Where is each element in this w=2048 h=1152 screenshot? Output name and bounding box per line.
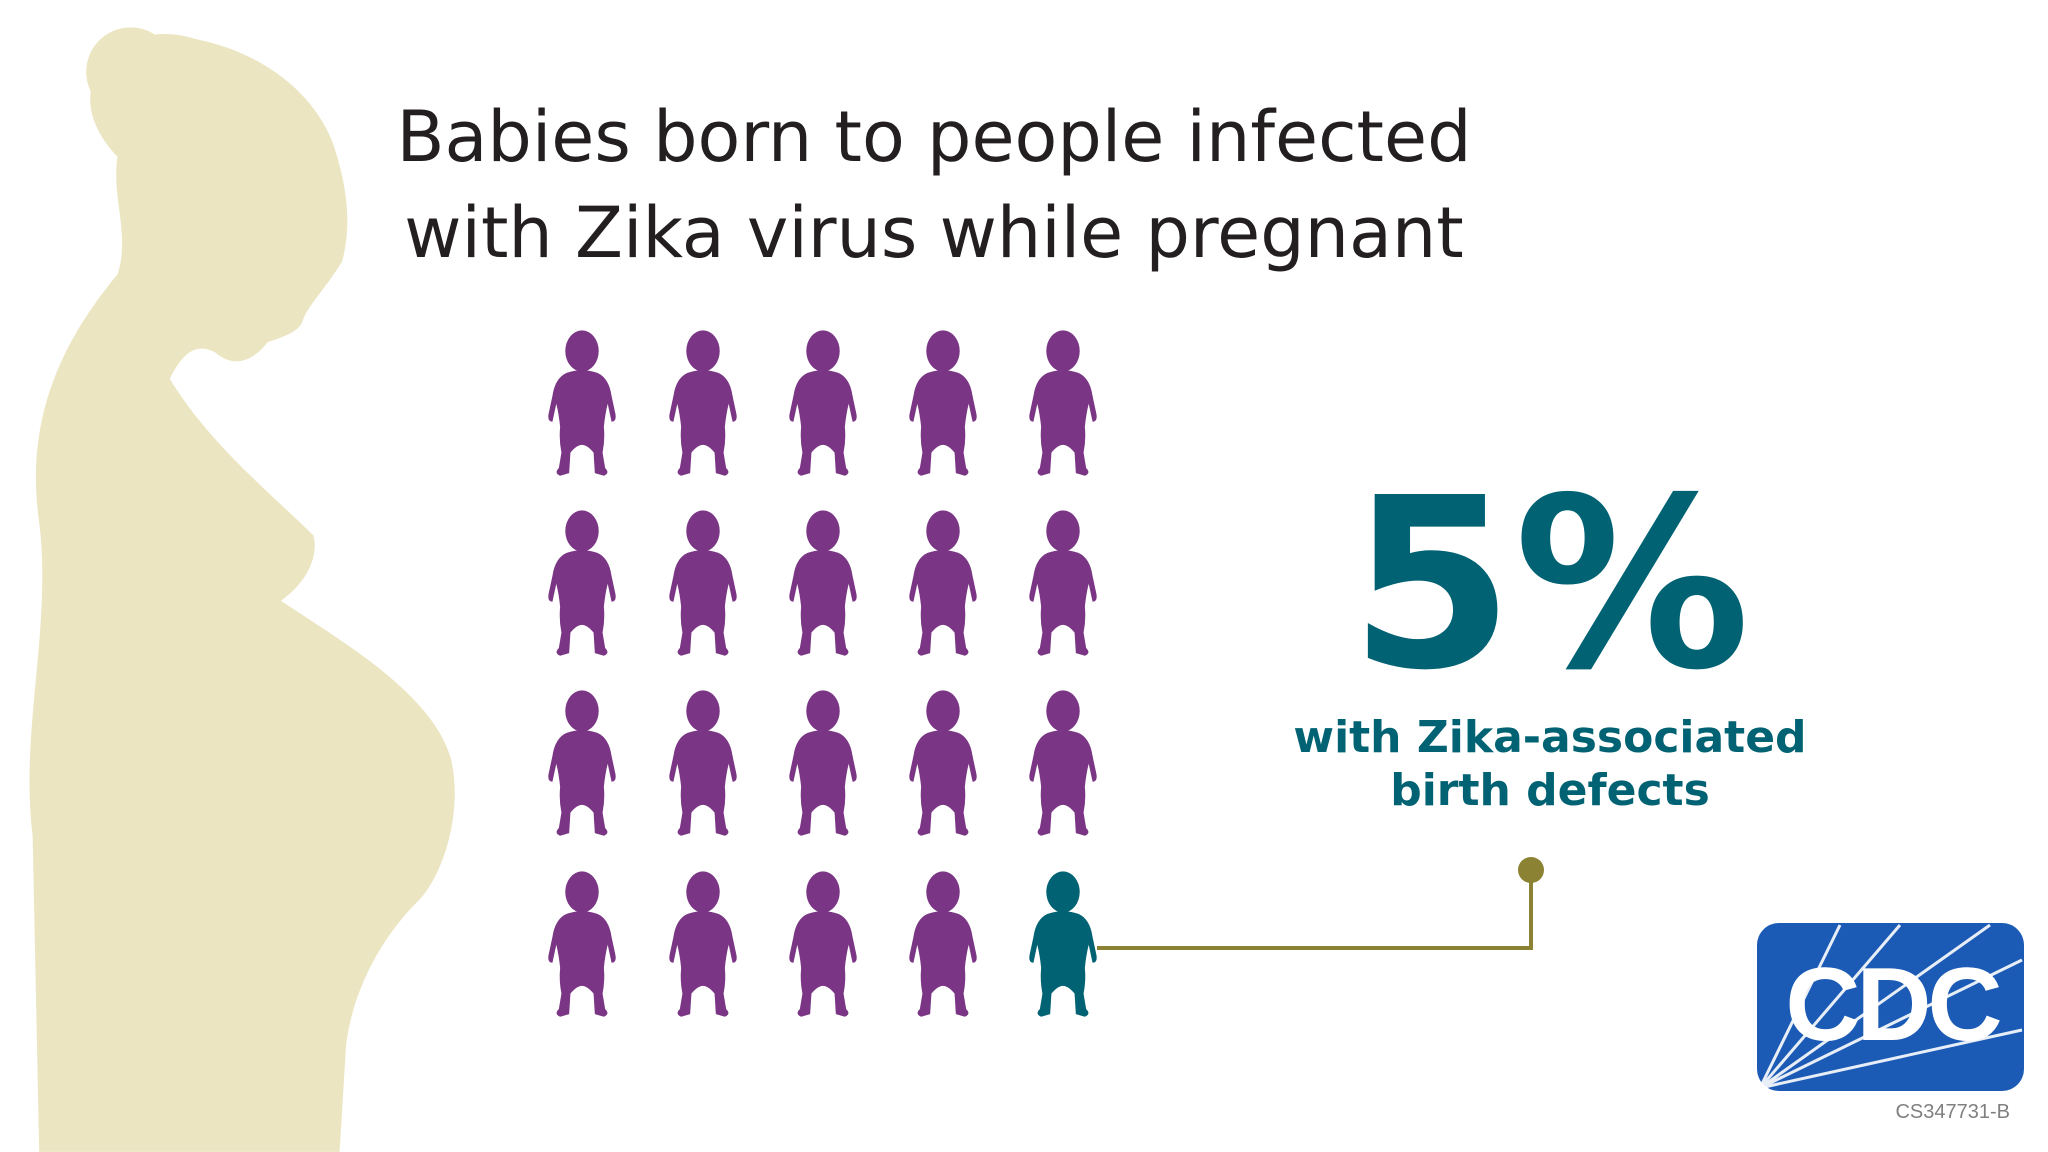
connector-dot: [1518, 857, 1544, 883]
baby-icon: [669, 690, 737, 836]
baby-icon: [789, 871, 857, 1017]
stat-label: birth defects: [1390, 765, 1710, 816]
baby-icon: [1029, 690, 1097, 836]
connector: [1097, 872, 1533, 950]
baby-icon: [909, 690, 977, 836]
code: CS347731-B: [1895, 1101, 2010, 1123]
baby-icon: [548, 871, 616, 1017]
baby-icon: [669, 871, 737, 1017]
baby-icon: [669, 510, 737, 656]
baby-icon: [548, 510, 616, 656]
baby-icon: [1029, 330, 1097, 476]
baby-icon-highlight: [1029, 871, 1097, 1017]
baby-icon: [789, 690, 857, 836]
baby-icon: [909, 871, 977, 1017]
baby-icon: [789, 510, 857, 656]
baby-icon: [548, 330, 616, 476]
baby-icon: [1029, 510, 1097, 656]
baby-icon: [909, 510, 977, 656]
logo-text: CDC: [1785, 947, 2000, 1063]
baby-icon: [669, 330, 737, 476]
baby-grid: [548, 330, 1097, 1017]
baby-icon: [789, 330, 857, 476]
cdc-logo: CDC: [1757, 923, 2024, 1091]
stat-label: with Zika-associated: [1293, 712, 1806, 763]
logo-rays: [1758, 923, 2023, 1090]
baby-icon: [548, 690, 616, 836]
pregnant-silhouette: [29, 27, 455, 1152]
title-line: Babies born to people infected: [396, 96, 1471, 178]
baby-icon: [909, 330, 977, 476]
logo-box: [1757, 923, 2024, 1091]
title-line: with Zika virus while pregnant: [404, 192, 1463, 274]
stat-value: 5%: [1350, 447, 1751, 722]
